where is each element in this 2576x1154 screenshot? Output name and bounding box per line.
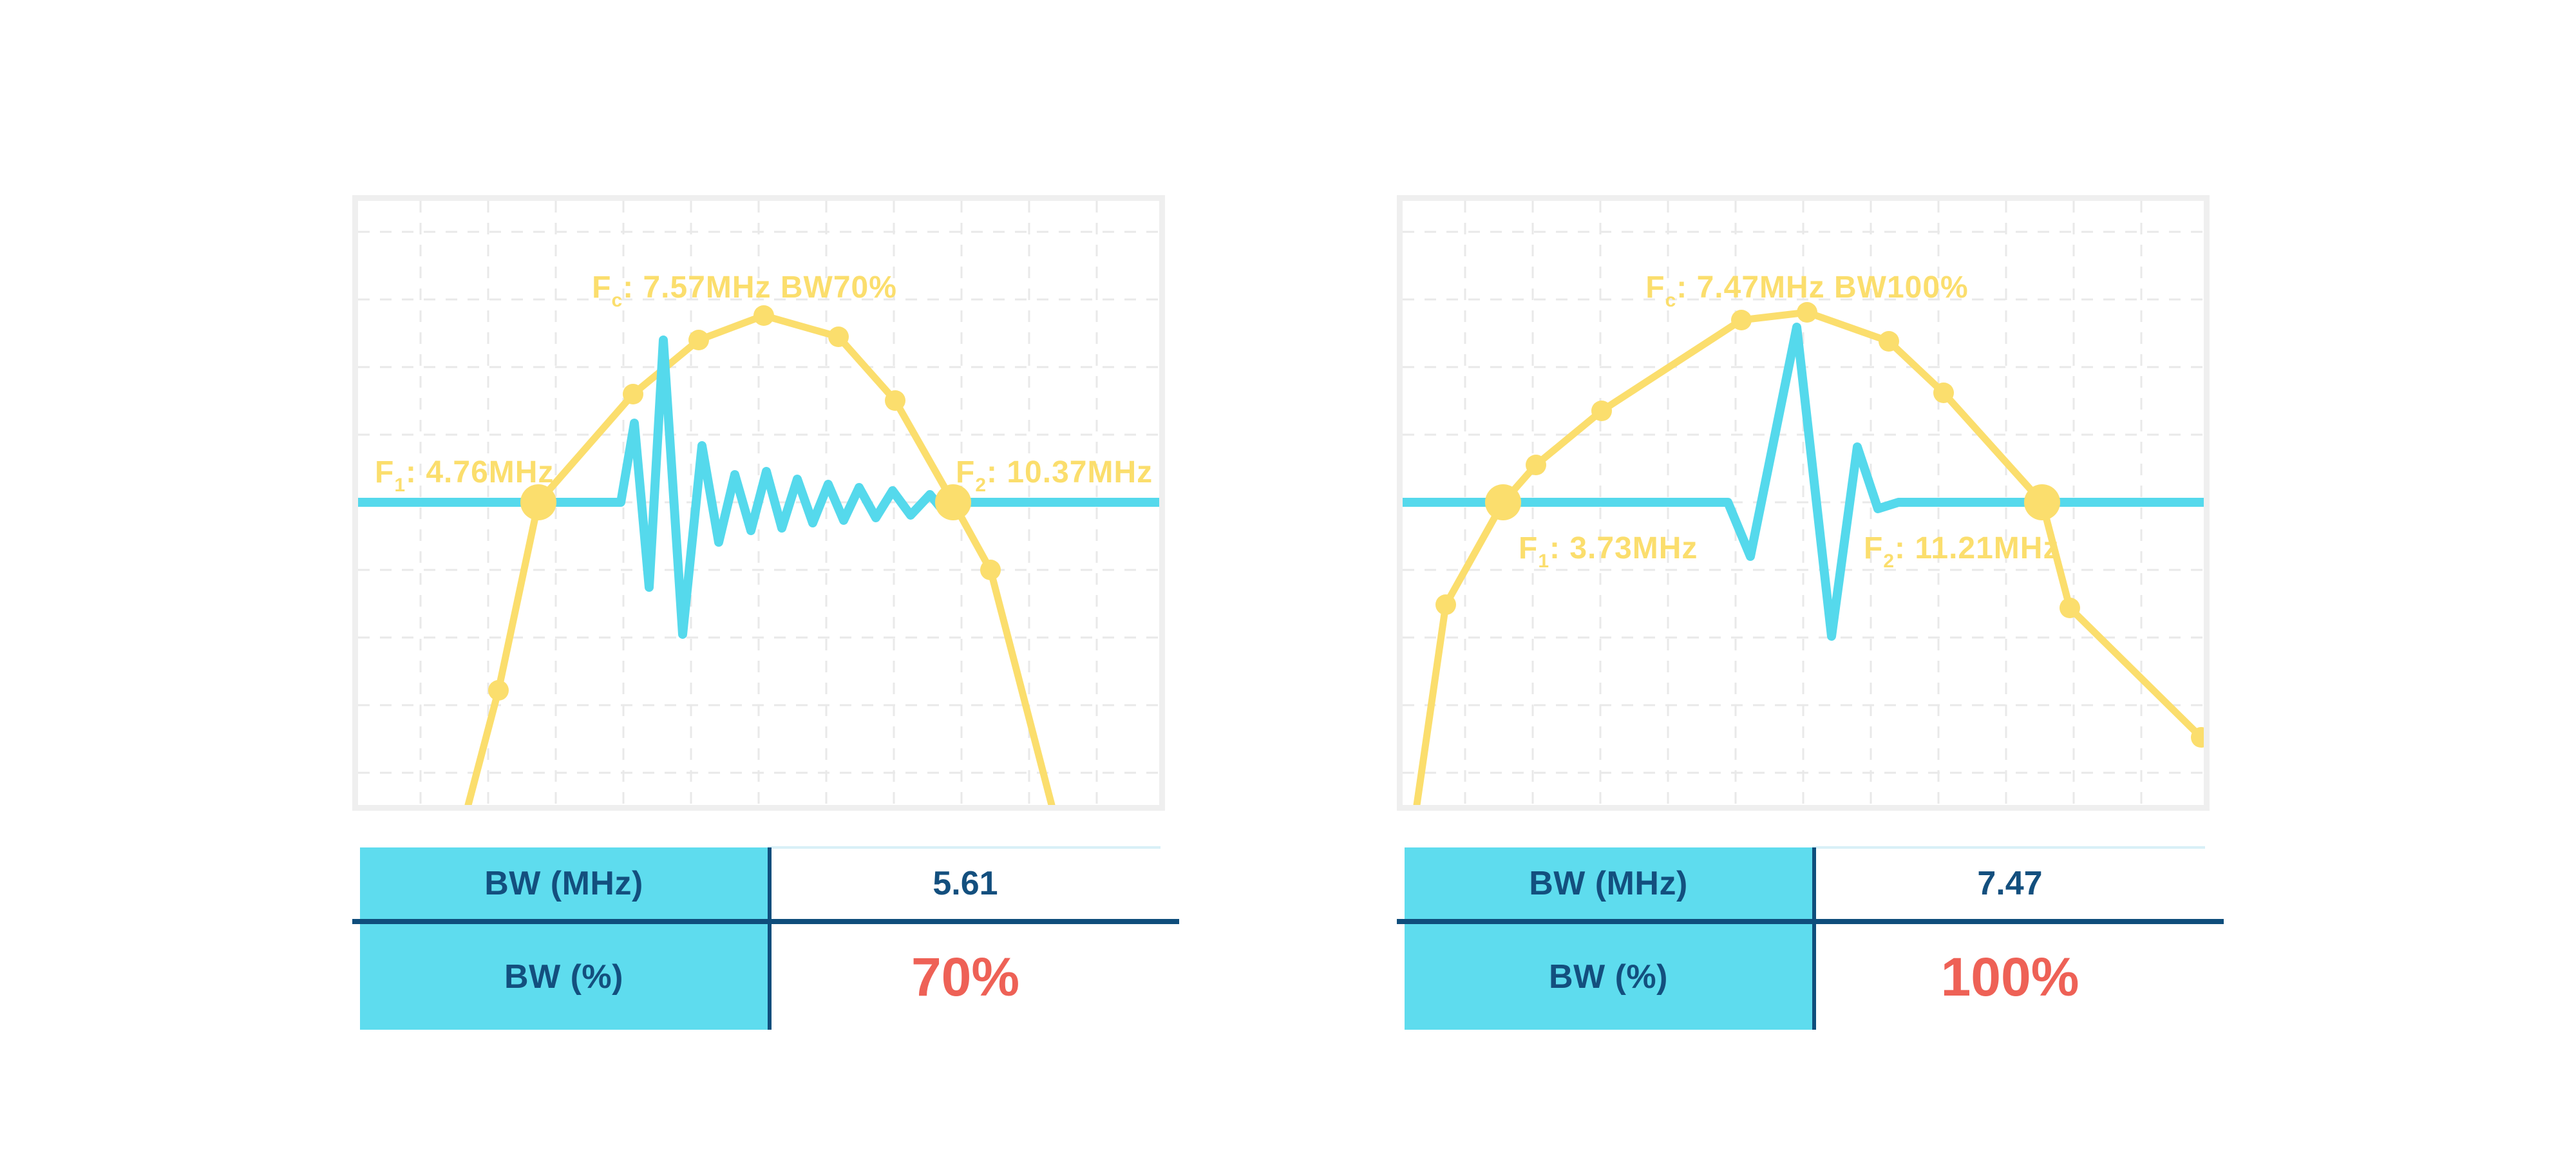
spectrum-curve [1413,308,2204,805]
bandwidth-edge-point [935,484,971,520]
bw-pct-label: BW (%) [1549,958,1668,996]
f2-label: F2: 10.37MHz [956,455,1153,496]
right-chart-frame: Fc: 7.47MHz BW100% F1: 3.73MHz F2: 11.21MH… [1397,195,2210,811]
label-prefix: F [956,455,975,489]
label-text: : 10.37MHz [987,455,1153,489]
bw-mhz-label: BW (MHz) [1529,864,1688,902]
spectrum-point [1435,594,1456,615]
bandwidth-edge-point [520,484,556,520]
label-prefix: F [1864,531,1883,565]
spectrum-point [980,560,1001,580]
pulse-waveform [358,336,1159,639]
bw-mhz-value: 7.47 [1977,864,2043,902]
label-text: : 3.73MHz [1549,531,1698,565]
spectrum-point [1526,455,1546,475]
bandwidth-edge-point [1485,484,1521,520]
table-row-divider [1397,919,2224,924]
bw-table-label-column [1405,847,1812,1030]
spectrum-point [2191,727,2204,748]
label-subscript: 2 [975,475,987,496]
table-column-divider [768,847,772,1030]
label-subscript: 1 [1538,551,1549,572]
label-subscript: 1 [394,475,406,496]
left-chart: Fc: 7.57MHz BW70%F1: 4.76MHz F2: 10.37MHz [358,201,1159,805]
label-subscript: c [611,290,623,311]
bandwidth-edge-point [2024,484,2060,520]
spectrum-point [1879,331,1899,352]
label-prefix: F [592,270,611,305]
spectrum-point [828,326,849,347]
spectrum-point [488,680,509,701]
table-top-divider [1812,846,2205,849]
f1-label: F1: 3.73MHz [1519,531,1698,572]
f1-label: F1: 4.76MHz [375,455,554,496]
label-text: : 11.21MHz [1895,531,2059,565]
spectrum-point [753,305,774,326]
fc-label: Fc: 7.57MHz BW70% [592,270,897,311]
spectrum-point [2060,598,2080,618]
bw-pct-value: 100% [1940,946,2079,1007]
bw-pct-value: 70% [911,946,1020,1007]
label-prefix: F [1645,270,1665,305]
spectrum-point [1933,383,1954,403]
left-chart-frame: Fc: 7.57MHz BW70% F1: 4.76MHz F2: 10.37MHz [352,195,1165,811]
table-row-divider [352,919,1179,924]
label-prefix: F [375,455,394,489]
spectrum-point [688,330,709,350]
spectrum-point [1797,302,1817,323]
table-top-divider [768,846,1160,849]
spectrum-point [1591,401,1612,421]
bw-mhz-value: 5.61 [933,864,998,902]
bw-pct-label: BW (%) [504,958,623,996]
label-prefix: F [1519,531,1538,565]
bw-mhz-label: BW (MHz) [484,864,643,902]
bw-table-label-column [360,847,768,1030]
right-chart: Fc: 7.47MHz BW100%F1: 3.73MHz F2: 11.21MH… [1403,201,2204,805]
pulse-waveform [1403,323,2204,641]
label-text: : 7.57MHz BW70% [623,270,897,305]
label-subscript: c [1665,290,1677,311]
spectrum-point [885,390,905,411]
f2-label: F2: 11.21MHz [1864,531,2059,572]
label-text: : 7.47MHz BW100% [1676,270,1968,305]
label-subscript: 2 [1883,551,1895,572]
fc-label: Fc: 7.47MHz BW100% [1645,270,1968,311]
table-column-divider [1812,847,1816,1030]
spectrum-point [623,384,643,404]
label-text: : 4.76MHz [406,455,554,489]
spectrum-point [1731,310,1752,330]
